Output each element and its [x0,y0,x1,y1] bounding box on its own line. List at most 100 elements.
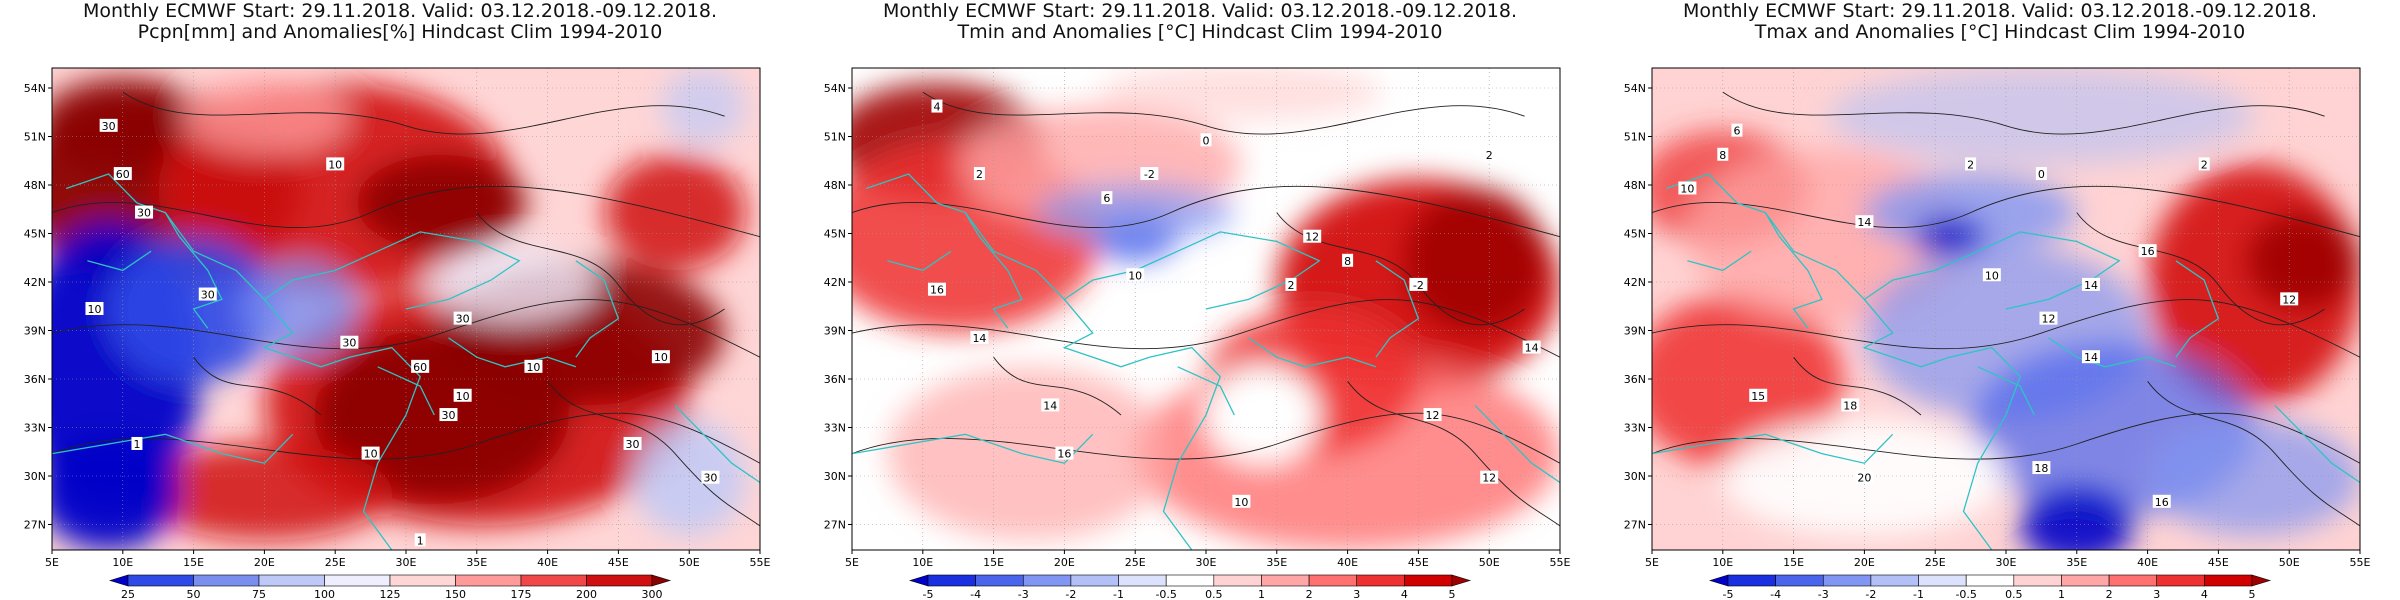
precip-panel: Monthly ECMWF Start: 29.11.2018. Valid: … [0,0,800,600]
lon-label: 55E [2350,556,2371,569]
lat-label: 33N [24,422,46,435]
contour-label: -2 [1413,279,1424,292]
coastline [2175,260,2220,358]
coastline [264,231,521,310]
contour-label: 1 [133,438,140,451]
lon-label: 30E [396,556,417,569]
colorbar-arrow [1708,574,1729,587]
lon-label: 40E [2137,556,2158,569]
coastline [2274,404,2360,484]
contour-label: 10 [654,351,668,364]
colorbar: 25 50 75 100 125 150 175 200 300 [108,574,672,600]
contour-label-box [361,446,380,460]
colorbar-tick-label: 75 [252,588,266,600]
tmin-map: 42 -20616141028-212141610121214254N51N48N… [824,67,1571,600]
lon-label: 50E [1479,556,1500,569]
coastline [575,260,620,358]
contour-label: 8 [1344,255,1351,268]
contour-label-box [1483,147,1495,161]
contour-label: 30 [102,120,116,133]
contour-label: 12 [2041,313,2055,326]
colorbar-tick-label: -1 [1913,588,1924,600]
isoline [1652,299,2360,358]
contour-label-box [131,436,143,450]
coastline [1652,433,1894,464]
isoline [1722,91,2325,135]
lon-label: 55E [1550,556,1571,569]
lat-label: 36N [824,373,846,386]
contour-label-box [1982,268,2001,282]
colorbar-tick-label: 5 [2249,588,2256,600]
colorbar-tick-label: -2 [1865,588,1876,600]
contour-label: 2 [1967,158,1974,171]
lon-label: 5E [45,556,59,569]
coastline [65,173,421,550]
lat-label: 30N [824,470,846,483]
contour-label-box [1409,277,1428,291]
lat-label: 48N [824,179,846,192]
anomaly-region [2020,487,2134,550]
lon-label: 55E [750,556,771,569]
contour-label: 2 [2201,158,2208,171]
contour-label-box [1101,191,1113,205]
contour-label-box [1717,147,1729,161]
tmax-panel: Monthly ECMWF Start: 29.11.2018. Valid: … [1600,0,2400,600]
contour-label: 18 [2034,462,2048,475]
coastline [1248,337,1377,368]
anomaly-region [427,246,598,324]
colorbar-bin [1727,574,1776,587]
contour-label: 10 [87,303,101,316]
isoline [852,412,1560,464]
contour-label: 10 [1680,183,1694,196]
lon-label: 50E [2279,556,2300,569]
anomaly-region [52,77,208,175]
lat-label: 48N [1624,179,1646,192]
contour-label: 12 [1305,231,1319,244]
coastline [1977,366,2035,416]
contour-label-box [524,359,543,373]
contour-label: 12 [1426,409,1440,422]
isoline [193,356,322,416]
contour-label-box [326,157,345,171]
contour-label: 14 [2084,351,2098,364]
contour-label-box [1522,340,1541,354]
isoline [1652,185,2360,238]
colorbar-bin [1918,574,1967,587]
isoline [52,412,760,464]
contour-label-box [2081,350,2100,364]
contour-label: 10 [526,361,540,374]
contour-label: 8 [1719,149,1726,162]
lat-label: 33N [824,422,846,435]
lon-label: 20E [1054,556,1075,569]
contour-label-box [2198,157,2210,171]
colorbar-bin [1822,574,1872,587]
contour-label: 18 [1843,399,1857,412]
coastline [1474,404,1560,484]
contour-label-box [439,408,458,422]
contour-label: 16 [2141,245,2155,258]
contour-label: 2 [1486,149,1493,162]
contour-label: 30 [626,438,640,451]
contour-label: 15 [1751,390,1765,403]
panel-title: Monthly ECMWF Start: 29.11.2018. Valid: … [1683,0,2317,22]
lat-label: 27N [1624,519,1646,532]
anomaly-region [887,366,1171,541]
lon-label: 15E [983,556,1004,569]
contour-label: 30 [703,472,717,485]
anomaly-region [52,434,180,550]
contour-label: 16 [1057,448,1071,461]
contour-label: 14 [1857,216,1871,229]
colorbar-bin [927,574,976,587]
contour-label: 6 [1103,192,1110,205]
colorbar-tick-label: 1 [2058,588,2065,600]
isoline [1793,356,1922,416]
colorbar-tick-label: -0.5 [1955,588,1976,600]
colorbar-bin [520,574,587,587]
lon-label: 45E [608,556,629,569]
colorbar-tick-label: 0.5 [2005,588,2023,600]
isoline [1347,381,1560,527]
colorbar-tick-label: -3 [1818,588,1829,600]
contour-label: 16 [930,284,944,297]
contour-label: 0 [1203,134,1210,147]
contour-label: 10 [1128,269,1142,282]
